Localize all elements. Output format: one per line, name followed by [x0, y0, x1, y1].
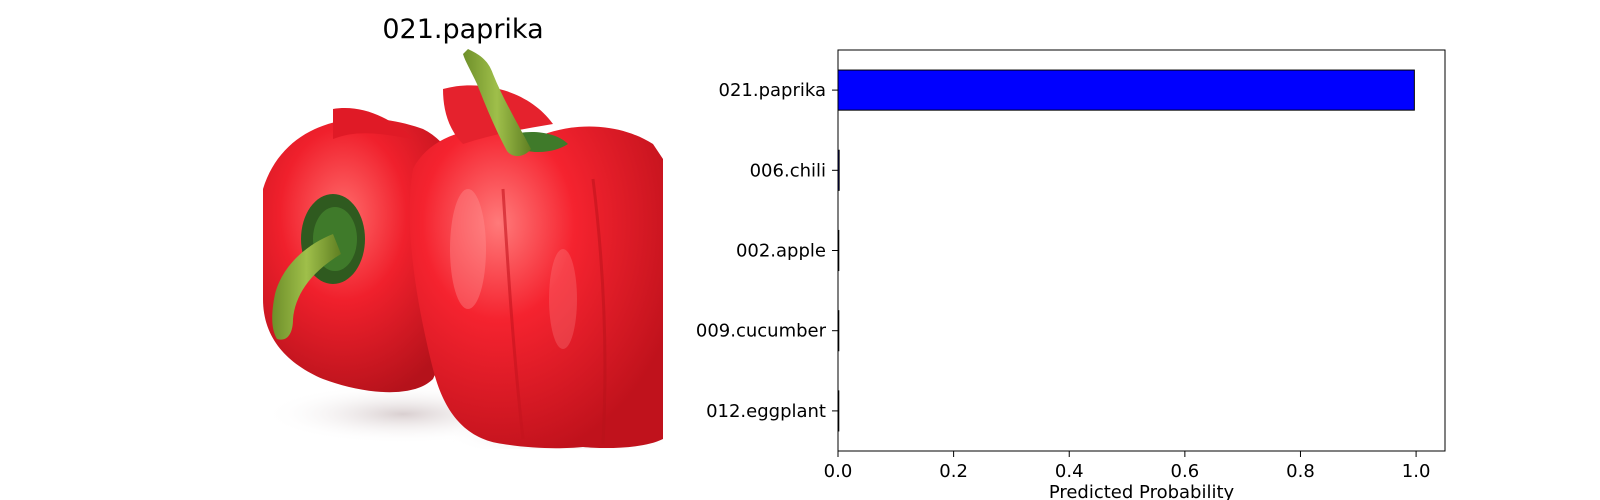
bar-021.paprika — [837, 69, 1415, 111]
y-tick-label: 006.chili — [750, 160, 826, 181]
x-tick-label: 0.0 — [824, 461, 853, 482]
x-tick-label: 0.8 — [1286, 461, 1315, 482]
x-tick-label: 1.0 — [1402, 461, 1431, 482]
x-tick-label: 0.6 — [1171, 461, 1200, 482]
paprika-photo — [263, 49, 683, 459]
x-axis-label: Predicted Probability — [1049, 482, 1235, 500]
y-tick-label: 012.eggplant — [706, 401, 826, 422]
x-tick-label: 0.4 — [1055, 461, 1084, 482]
image-title: 021.paprika — [382, 14, 544, 45]
y-tick-label: 002.apple — [736, 241, 826, 262]
x-tick-label: 0.2 — [939, 461, 968, 482]
y-tick-label: 021.paprika — [719, 80, 827, 101]
y-tick-label: 009.cucumber — [696, 321, 827, 342]
